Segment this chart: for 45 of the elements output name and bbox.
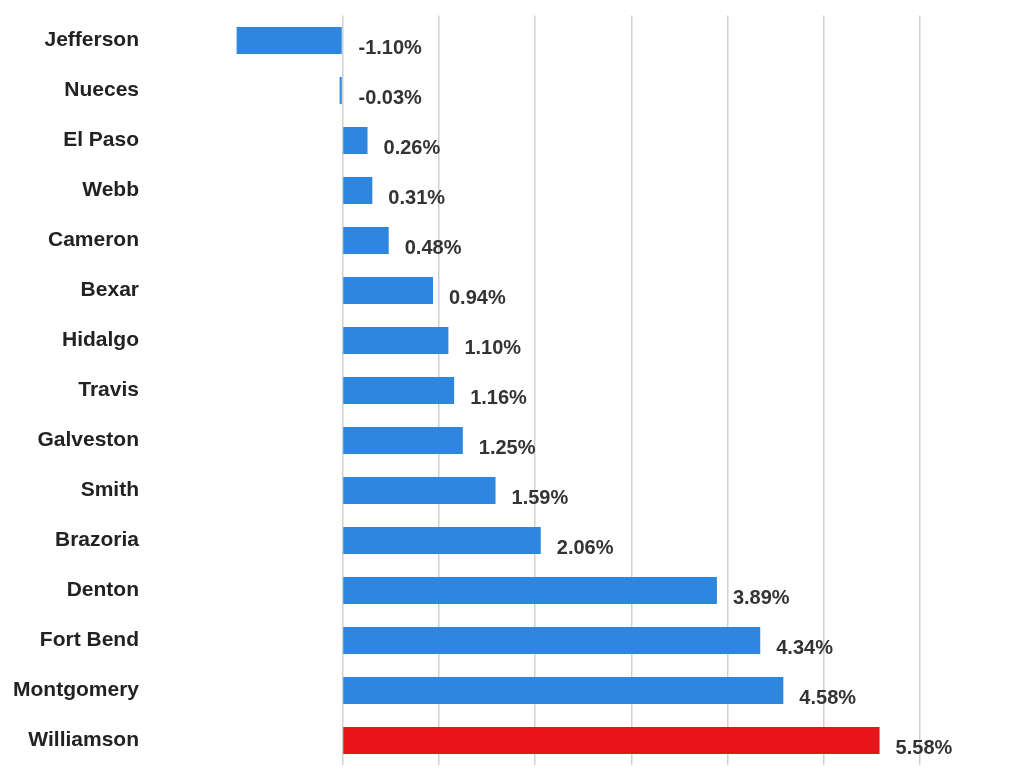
data-label: -1.10% [358, 36, 423, 59]
y-tick-label: Denton [66, 577, 139, 601]
bar [343, 526, 541, 554]
bar [343, 626, 761, 654]
y-tick-label: Smith [80, 477, 139, 501]
data-label: 1.16% [470, 386, 528, 409]
data-label: 0.26% [383, 136, 441, 159]
data-label: 1.10% [464, 336, 522, 359]
y-tick-label: Travis [78, 377, 139, 401]
y-tick-label: Nueces [64, 77, 139, 101]
data-label: 4.58% [799, 685, 857, 708]
bar [343, 327, 449, 355]
data-label: 4.34% [776, 635, 834, 658]
data-label: -0.03% [358, 86, 423, 109]
y-tick-label: Brazoria [54, 527, 140, 551]
data-label: 5.58% [895, 735, 953, 758]
bar [343, 576, 717, 604]
bar [343, 476, 496, 504]
y-tick-label: Galveston [37, 427, 139, 451]
bar [343, 227, 389, 255]
data-label: 0.31% [388, 186, 446, 209]
bar [343, 426, 463, 454]
bar [343, 177, 373, 205]
y-tick-label: Hidalgo [62, 327, 139, 351]
y-tick-label: Williamson [28, 727, 139, 751]
data-label: 2.06% [556, 535, 614, 558]
data-label: 0.94% [448, 286, 506, 309]
bar [343, 127, 368, 155]
y-tick-label: El Paso [63, 127, 139, 151]
bar [343, 726, 880, 754]
y-tick-label: Montgomery [13, 677, 140, 701]
bar [343, 377, 455, 404]
bar [236, 27, 342, 55]
y-tick-label: Jefferson [44, 27, 139, 51]
bar [339, 77, 342, 105]
y-tick-label: Fort Bend [39, 627, 139, 651]
bar [343, 277, 433, 305]
data-label: 1.59% [511, 485, 569, 508]
y-tick-label: Cameron [47, 227, 139, 251]
y-tick-label: Bexar [80, 277, 139, 301]
data-label: 1.25% [478, 436, 536, 458]
data-label: 0.48% [404, 236, 462, 259]
bar [343, 676, 784, 704]
y-tick-label: Webb [82, 177, 139, 201]
data-label: 3.89% [732, 585, 790, 608]
